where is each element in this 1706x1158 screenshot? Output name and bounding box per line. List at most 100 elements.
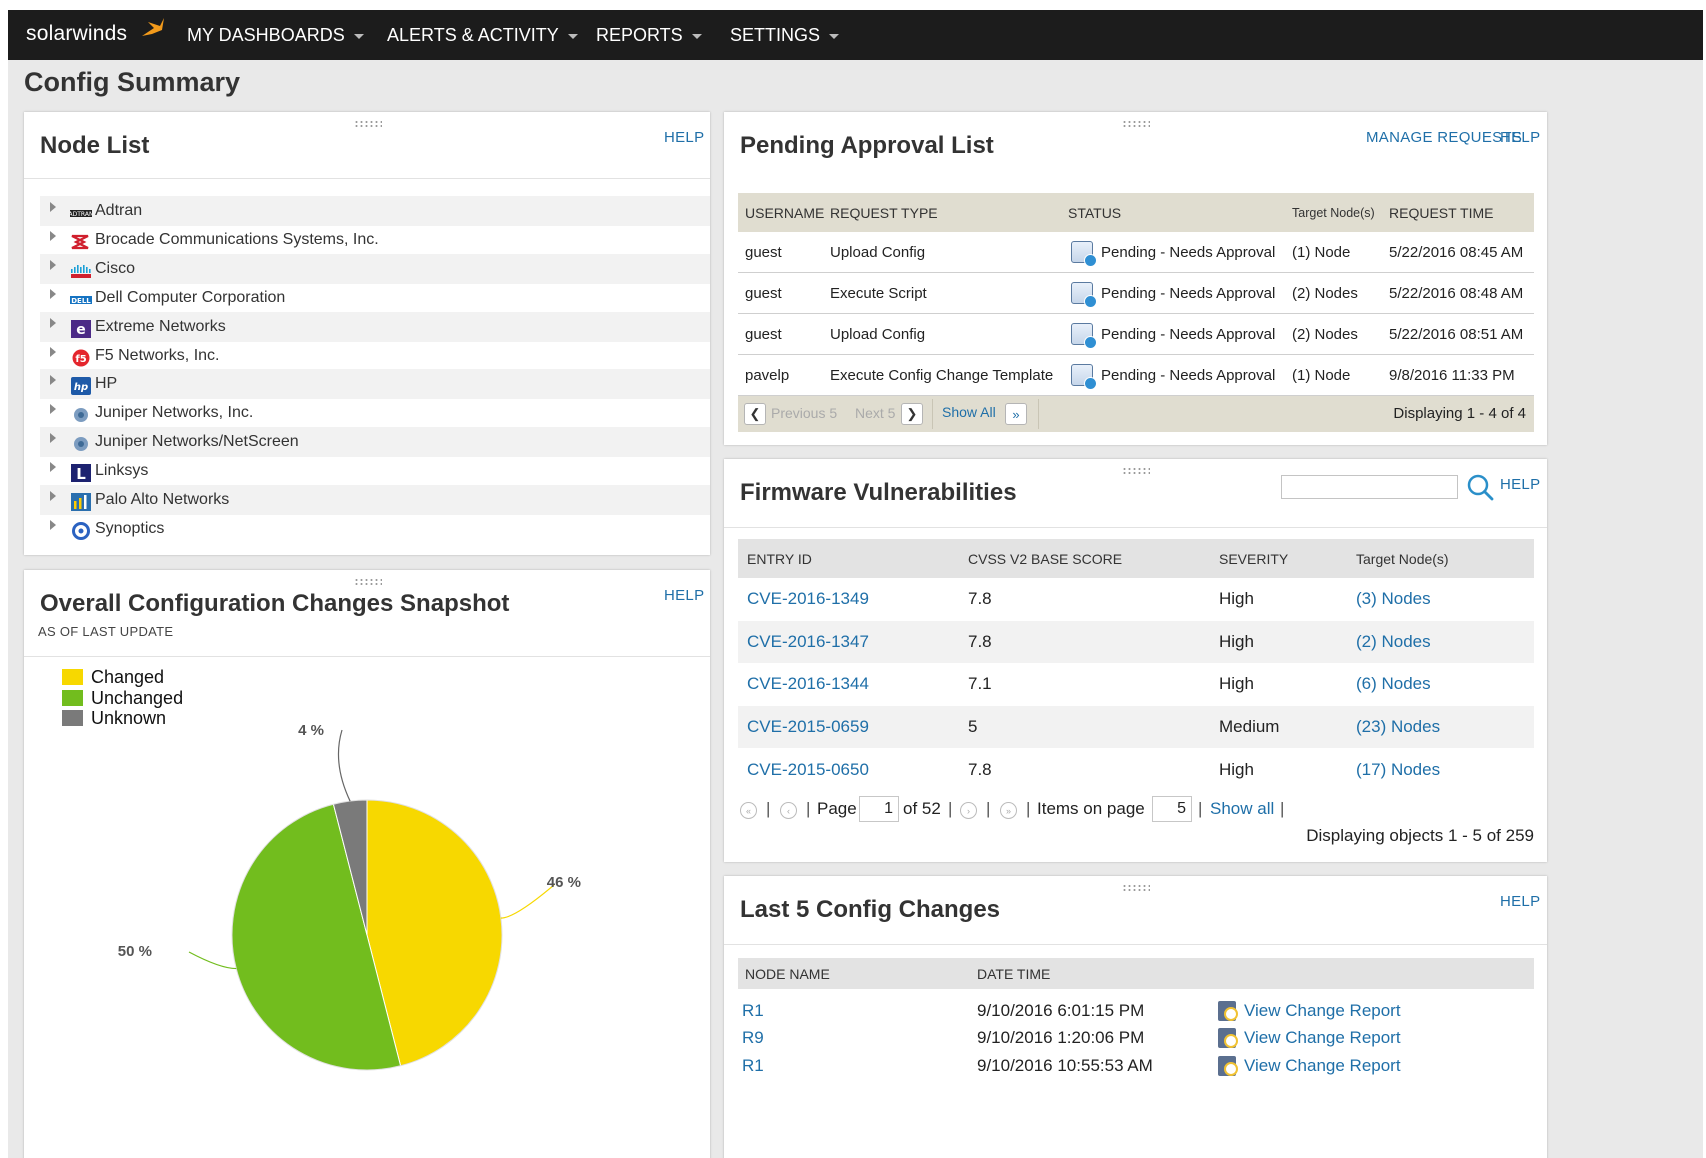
vendor-tree-item[interactable]: DELL Dell Computer Corporation bbox=[40, 283, 710, 313]
cell-date-time: 9/10/2016 10:55:53 AM bbox=[977, 1055, 1153, 1075]
nav-label: SETTINGS bbox=[730, 25, 821, 45]
node-name-link[interactable]: R1 bbox=[742, 1055, 764, 1075]
target-nodes-link[interactable]: (2) Nodes bbox=[1356, 631, 1431, 651]
legend-swatch bbox=[62, 669, 83, 685]
expand-arrow-icon[interactable] bbox=[50, 375, 56, 386]
cve-link[interactable]: CVE-2015-0650 bbox=[747, 759, 869, 779]
col-request-type: REQUEST TYPE bbox=[830, 204, 938, 221]
drag-handle[interactable] bbox=[354, 578, 382, 586]
drag-handle[interactable] bbox=[1122, 467, 1150, 475]
expand-arrow-icon[interactable] bbox=[50, 346, 56, 357]
cve-link[interactable]: CVE-2016-1349 bbox=[747, 589, 869, 609]
vendor-tree-item[interactable]: Juniper Networks/NetScreen bbox=[40, 427, 710, 458]
vendor-tree-item[interactable]: L Linksys bbox=[40, 456, 710, 486]
table-row[interactable]: guest Upload Config Pending - Needs Approv… bbox=[738, 232, 1534, 273]
drag-handle[interactable] bbox=[1122, 120, 1150, 128]
manage-requests-link[interactable]: MANAGE REQUESTS bbox=[1366, 129, 1523, 146]
help-link[interactable]: HELP bbox=[664, 587, 705, 604]
expand-arrow-icon[interactable] bbox=[50, 462, 56, 473]
table-header: USERNAME REQUEST TYPE STATUS Target Node… bbox=[738, 193, 1534, 232]
help-link[interactable]: HELP bbox=[664, 129, 705, 146]
cve-link[interactable]: CVE-2016-1347 bbox=[747, 631, 869, 651]
vendor-tree-item[interactable]: f5 F5 Networks, Inc. bbox=[40, 341, 710, 371]
cve-link[interactable]: CVE-2016-1344 bbox=[747, 674, 869, 694]
expand-arrow-icon[interactable] bbox=[50, 404, 56, 415]
show-all-link[interactable]: Show All bbox=[942, 404, 996, 420]
double-chevron-right-icon[interactable]: » bbox=[1005, 403, 1027, 425]
chevron-down-icon bbox=[567, 33, 578, 39]
cve-link[interactable]: CVE-2015-0659 bbox=[747, 717, 869, 737]
target-nodes-link[interactable]: (3) Nodes bbox=[1356, 589, 1431, 609]
table-row[interactable]: CVE-2015-0650 7.8 High (17) Nodes bbox=[738, 748, 1534, 791]
vendor-tree-item[interactable]: Brocade Communications Systems, Inc. bbox=[40, 225, 710, 255]
prev-page-icon[interactable]: ‹ bbox=[780, 802, 797, 819]
vendor-tree-item[interactable]: ADTRAN Adtran bbox=[40, 196, 710, 226]
expand-arrow-icon[interactable] bbox=[50, 202, 56, 212]
vendor-tree-item[interactable]: Synoptics bbox=[40, 514, 710, 544]
cell-cvss-score: 7.8 bbox=[968, 589, 992, 609]
table-row[interactable]: CVE-2015-0659 5 Medium (23) Nodes bbox=[738, 705, 1534, 749]
next-page-icon[interactable]: › bbox=[960, 802, 977, 819]
status-text: Pending - Needs Approval bbox=[1101, 284, 1276, 302]
last-page-icon[interactable]: » bbox=[1000, 802, 1017, 819]
drag-handle[interactable] bbox=[354, 120, 382, 128]
table-row[interactable]: R9 9/10/2016 1:20:06 PM View Change Report bbox=[738, 1025, 1534, 1052]
help-link[interactable]: HELP bbox=[1500, 476, 1541, 493]
help-link[interactable]: HELP bbox=[1500, 129, 1541, 146]
table-row[interactable]: R1 9/10/2016 10:55:53 AM View Change Repor… bbox=[738, 1052, 1534, 1079]
view-change-report-link[interactable]: View Change Report bbox=[1218, 1025, 1401, 1052]
previous-link[interactable]: Previous 5 bbox=[771, 405, 838, 421]
expand-arrow-icon[interactable] bbox=[50, 433, 56, 444]
table-row[interactable]: guest Upload Config Pending - Needs Approv… bbox=[738, 314, 1534, 355]
items-per-page-input[interactable]: 5 bbox=[1152, 796, 1192, 822]
vendor-tree-item[interactable]: hp HP bbox=[40, 369, 710, 400]
chevron-left-icon[interactable]: ❮ bbox=[744, 403, 766, 425]
next-link[interactable]: Next 5 bbox=[855, 405, 896, 421]
vendor-tree-item[interactable]: e Extreme Networks bbox=[40, 311, 710, 342]
panel-title: Node List bbox=[40, 132, 150, 159]
node-name-link[interactable]: R1 bbox=[742, 1000, 764, 1020]
expand-arrow-icon[interactable] bbox=[50, 317, 56, 328]
show-all-link[interactable]: Show all bbox=[1210, 799, 1275, 818]
view-change-report-link[interactable]: View Change Report bbox=[1218, 997, 1401, 1024]
page-number-input[interactable]: 1 bbox=[859, 796, 899, 822]
expand-arrow-icon[interactable] bbox=[50, 491, 56, 501]
svg-text:hp: hp bbox=[74, 382, 88, 393]
vendor-tree-item[interactable]: Palo Alto Networks bbox=[40, 485, 710, 515]
expand-arrow-icon[interactable] bbox=[50, 230, 56, 241]
expand-arrow-icon[interactable] bbox=[50, 519, 56, 530]
vendor-tree-item[interactable]: Juniper Networks, Inc. bbox=[40, 398, 710, 428]
pie-slice-changed[interactable] bbox=[366, 799, 503, 1067]
expand-arrow-icon[interactable] bbox=[50, 259, 56, 270]
search-icon[interactable] bbox=[1466, 473, 1496, 503]
brand-logo[interactable]: solarwinds bbox=[26, 22, 128, 45]
table-row[interactable]: pavelp Execute Config Change Template Pend… bbox=[738, 355, 1534, 396]
target-nodes-link[interactable]: (17) Nodes bbox=[1356, 759, 1441, 779]
separator: | bbox=[1280, 799, 1285, 818]
vendor-tree-item[interactable]: Cisco bbox=[40, 253, 710, 284]
target-nodes-link[interactable]: (23) Nodes bbox=[1356, 717, 1441, 737]
drag-handle[interactable] bbox=[1122, 884, 1150, 892]
svg-text:L: L bbox=[76, 465, 86, 482]
table-row[interactable]: R1 9/10/2016 6:01:15 PM View Change Report bbox=[738, 997, 1534, 1024]
separator: | bbox=[1198, 799, 1203, 818]
view-change-report-link[interactable]: View Change Report bbox=[1218, 1052, 1401, 1079]
nav-my-dashboards[interactable]: MY DASHBOARDS bbox=[187, 10, 364, 60]
search-input[interactable] bbox=[1281, 475, 1458, 499]
expand-arrow-icon[interactable] bbox=[50, 288, 56, 299]
pending-approval-icon bbox=[1071, 241, 1097, 267]
nav-settings[interactable]: SETTINGS bbox=[730, 10, 840, 60]
first-page-icon[interactable]: « bbox=[740, 802, 757, 819]
chevron-right-icon[interactable]: ❯ bbox=[901, 403, 923, 425]
cell-status: Pending - Needs Approval bbox=[1071, 355, 1275, 395]
nav-alerts-activity[interactable]: ALERTS & ACTIVITY bbox=[387, 10, 578, 60]
target-nodes-link[interactable]: (6) Nodes bbox=[1356, 674, 1431, 694]
nav-reports[interactable]: REPORTS bbox=[596, 10, 702, 60]
pie-data-label: 46 % bbox=[547, 874, 581, 891]
help-link[interactable]: HELP bbox=[1500, 893, 1541, 910]
table-row[interactable]: guest Execute Script Pending - Needs Appro… bbox=[738, 273, 1534, 314]
table-row[interactable]: CVE-2016-1349 7.8 High (3) Nodes bbox=[738, 578, 1534, 621]
table-row[interactable]: CVE-2016-1344 7.1 High (6) Nodes bbox=[738, 663, 1534, 706]
table-row[interactable]: CVE-2016-1347 7.8 High (2) Nodes bbox=[738, 620, 1534, 664]
node-name-link[interactable]: R9 bbox=[742, 1028, 764, 1047]
